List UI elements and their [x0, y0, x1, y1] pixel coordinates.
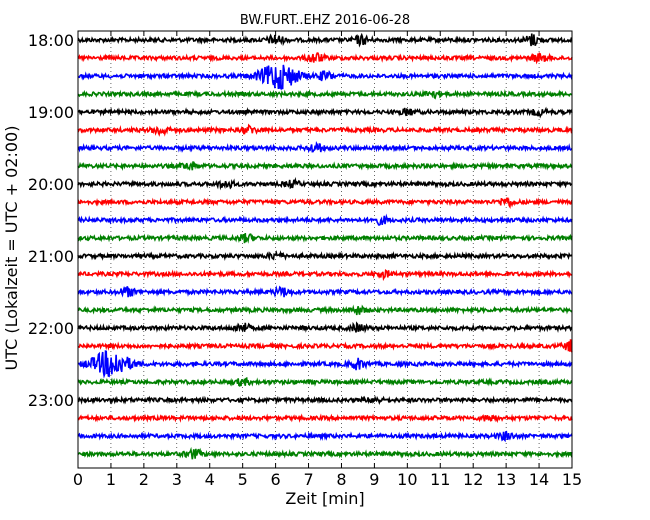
trace-2330 [77, 430, 573, 443]
y-tick-label: 22:00 [28, 319, 74, 338]
x-tick-label: 11 [430, 470, 450, 489]
trace-1915 [77, 123, 573, 137]
x-tick-label: 0 [73, 470, 83, 489]
y-tick-label: 21:00 [28, 247, 74, 266]
y-axis: 18:00 19:00 20:00 21:00 22:00 23:00 [28, 31, 572, 410]
trace-1815 [77, 52, 573, 65]
x-tick-label: 5 [238, 470, 248, 489]
trace-1930 [77, 141, 573, 154]
trace-1830 [77, 64, 573, 90]
x-tick-label: 9 [369, 470, 379, 489]
trace-1800 [77, 32, 573, 48]
x-axis-label: Zeit [min] [285, 489, 364, 508]
x-tick-label: 8 [336, 470, 346, 489]
trace-2300 [77, 395, 573, 405]
trace-2030 [77, 213, 573, 226]
y-axis-label: UTC (Lokalzeit = UTC + 02:00) [2, 126, 21, 371]
y-tick-label: 19:00 [28, 103, 74, 122]
x-tick-label: 3 [172, 470, 182, 489]
trace-2315 [77, 413, 573, 424]
x-tick-label: 2 [139, 470, 149, 489]
x-tick-label: 10 [397, 470, 417, 489]
chart-title: BW.FURT..EHZ 2016-06-28 [240, 13, 410, 28]
trace-2045 [77, 233, 573, 244]
trace-1945 [77, 161, 573, 171]
y-tick-label: 23:00 [28, 391, 74, 410]
x-tick-label: 13 [496, 470, 516, 489]
trace-2145 [77, 304, 573, 316]
x-tick-label: 12 [463, 470, 483, 489]
trace-2230 [77, 350, 573, 379]
plot-frame [77, 30, 573, 469]
trace-2245 [77, 376, 573, 387]
trace-2215 [77, 339, 573, 353]
trace-2200 [77, 321, 573, 334]
x-tick-label: 7 [303, 470, 313, 489]
x-tick-label: 4 [205, 470, 215, 489]
trace-2115 [77, 268, 573, 282]
trace-2000 [77, 176, 573, 191]
y-tick-label: 18:00 [28, 31, 74, 50]
y-tick-label: 20:00 [28, 175, 74, 194]
x-axis: 0 1 2 3 4 5 6 7 8 9 10 11 12 13 14 15 [73, 31, 582, 489]
trace-2345 [77, 446, 573, 460]
trace-2015 [77, 197, 573, 209]
x-tick-label: 14 [529, 470, 549, 489]
trace-2100 [77, 250, 573, 261]
x-tick-label: 1 [106, 470, 116, 489]
trace-1845 [77, 88, 573, 100]
traces [77, 32, 573, 460]
x-tick-label: 15 [562, 470, 582, 489]
grid-lines [110, 31, 540, 468]
x-tick-label: 6 [271, 470, 281, 489]
trace-2130 [77, 285, 573, 299]
trace-1900 [77, 106, 573, 119]
